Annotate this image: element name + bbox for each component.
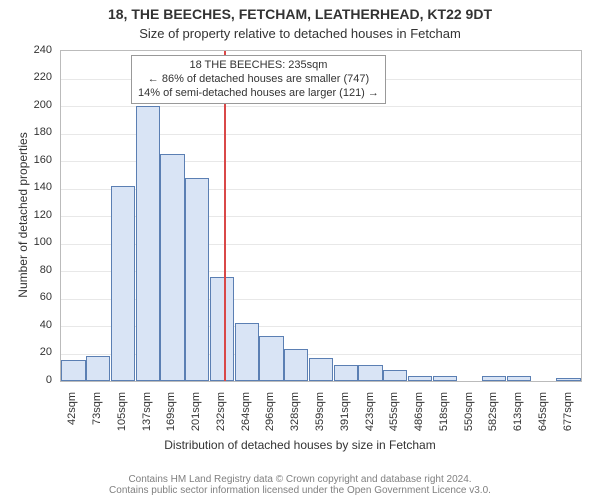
x-tick-label: 264sqm	[240, 392, 252, 442]
y-tick-label: 240	[0, 44, 52, 56]
y-tick-label: 160	[0, 154, 52, 166]
bar	[334, 365, 358, 382]
x-tick-label: 455sqm	[388, 392, 400, 442]
bar	[408, 376, 432, 382]
x-tick-label: 201sqm	[190, 392, 202, 442]
y-tick-label: 100	[0, 236, 52, 248]
bar	[235, 323, 259, 381]
bar	[61, 360, 85, 381]
bar	[433, 376, 457, 382]
x-tick-label: 328sqm	[289, 392, 301, 442]
bar	[556, 378, 580, 381]
chart-root: { "title": "18, THE BEECHES, FETCHAM, LE…	[0, 0, 600, 500]
x-tick-label: 169sqm	[165, 392, 177, 442]
annotation-line: 18 THE BEECHES: 235sqm	[138, 59, 379, 73]
x-tick-label: 518sqm	[438, 392, 450, 442]
y-tick-label: 60	[0, 291, 52, 303]
annotation-line: ← 86% of detached houses are smaller (74…	[138, 73, 379, 87]
y-tick-label: 200	[0, 99, 52, 111]
footer-line-1: Contains HM Land Registry data © Crown c…	[0, 474, 600, 485]
bar	[185, 178, 209, 382]
x-tick-label: 73sqm	[91, 392, 103, 442]
annotation-line: 14% of semi-detached houses are larger (…	[138, 87, 379, 101]
bar	[482, 376, 506, 382]
page-title: 18, THE BEECHES, FETCHAM, LEATHERHEAD, K…	[0, 6, 600, 22]
y-tick-label: 20	[0, 346, 52, 358]
annotation-box: 18 THE BEECHES: 235sqm← 86% of detached …	[131, 55, 386, 104]
x-tick-label: 423sqm	[364, 392, 376, 442]
y-tick-label: 40	[0, 319, 52, 331]
x-tick-label: 613sqm	[512, 392, 524, 442]
x-tick-label: 645sqm	[537, 392, 549, 442]
x-tick-label: 582sqm	[487, 392, 499, 442]
bar	[259, 336, 283, 381]
bar	[136, 106, 160, 381]
bar	[358, 365, 382, 382]
x-tick-label: 550sqm	[463, 392, 475, 442]
footer: Contains HM Land Registry data © Crown c…	[0, 474, 600, 496]
bar	[86, 356, 110, 381]
bar	[111, 186, 135, 381]
bar	[284, 349, 308, 381]
y-tick-label: 80	[0, 264, 52, 276]
bar	[210, 277, 234, 382]
y-tick-label: 0	[0, 374, 52, 386]
x-tick-label: 486sqm	[413, 392, 425, 442]
y-tick-label: 180	[0, 126, 52, 138]
page-subtitle: Size of property relative to detached ho…	[0, 26, 600, 41]
x-tick-label: 105sqm	[116, 392, 128, 442]
x-tick-label: 296sqm	[264, 392, 276, 442]
bar	[309, 358, 333, 381]
x-tick-label: 359sqm	[314, 392, 326, 442]
y-tick-label: 140	[0, 181, 52, 193]
plot-area: 18 THE BEECHES: 235sqm← 86% of detached …	[60, 50, 582, 382]
bar	[383, 370, 407, 381]
x-tick-label: 137sqm	[141, 392, 153, 442]
bar	[160, 154, 184, 381]
y-tick-label: 220	[0, 71, 52, 83]
footer-line-2: Contains public sector information licen…	[0, 485, 600, 496]
y-tick-label: 120	[0, 209, 52, 221]
x-tick-label: 232sqm	[215, 392, 227, 442]
x-tick-label: 42sqm	[66, 392, 78, 442]
bar	[507, 376, 531, 382]
x-tick-label: 391sqm	[339, 392, 351, 442]
x-tick-label: 677sqm	[562, 392, 574, 442]
